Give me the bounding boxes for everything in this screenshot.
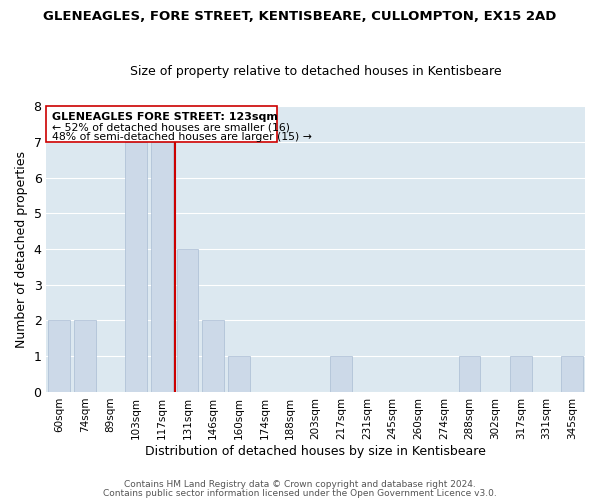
Bar xyxy=(561,356,583,392)
Text: Contains public sector information licensed under the Open Government Licence v3: Contains public sector information licen… xyxy=(103,488,497,498)
X-axis label: Distribution of detached houses by size in Kentisbeare: Distribution of detached houses by size … xyxy=(145,444,486,458)
Bar xyxy=(331,356,352,392)
Text: GLENEAGLES, FORE STREET, KENTISBEARE, CULLOMPTON, EX15 2AD: GLENEAGLES, FORE STREET, KENTISBEARE, CU… xyxy=(43,10,557,23)
Bar xyxy=(228,356,250,392)
Y-axis label: Number of detached properties: Number of detached properties xyxy=(15,150,28,348)
Bar xyxy=(458,356,481,392)
Bar xyxy=(151,142,173,392)
Bar xyxy=(202,320,224,392)
FancyBboxPatch shape xyxy=(46,106,277,142)
Text: ← 52% of detached houses are smaller (16): ← 52% of detached houses are smaller (16… xyxy=(52,122,290,132)
Bar xyxy=(74,320,96,392)
Text: GLENEAGLES FORE STREET: 123sqm: GLENEAGLES FORE STREET: 123sqm xyxy=(52,112,277,122)
Text: 48% of semi-detached houses are larger (15) →: 48% of semi-detached houses are larger (… xyxy=(52,132,311,142)
Title: Size of property relative to detached houses in Kentisbeare: Size of property relative to detached ho… xyxy=(130,66,502,78)
Bar xyxy=(49,320,70,392)
Bar xyxy=(510,356,532,392)
Bar xyxy=(125,142,147,392)
Bar xyxy=(176,249,199,392)
Text: Contains HM Land Registry data © Crown copyright and database right 2024.: Contains HM Land Registry data © Crown c… xyxy=(124,480,476,489)
